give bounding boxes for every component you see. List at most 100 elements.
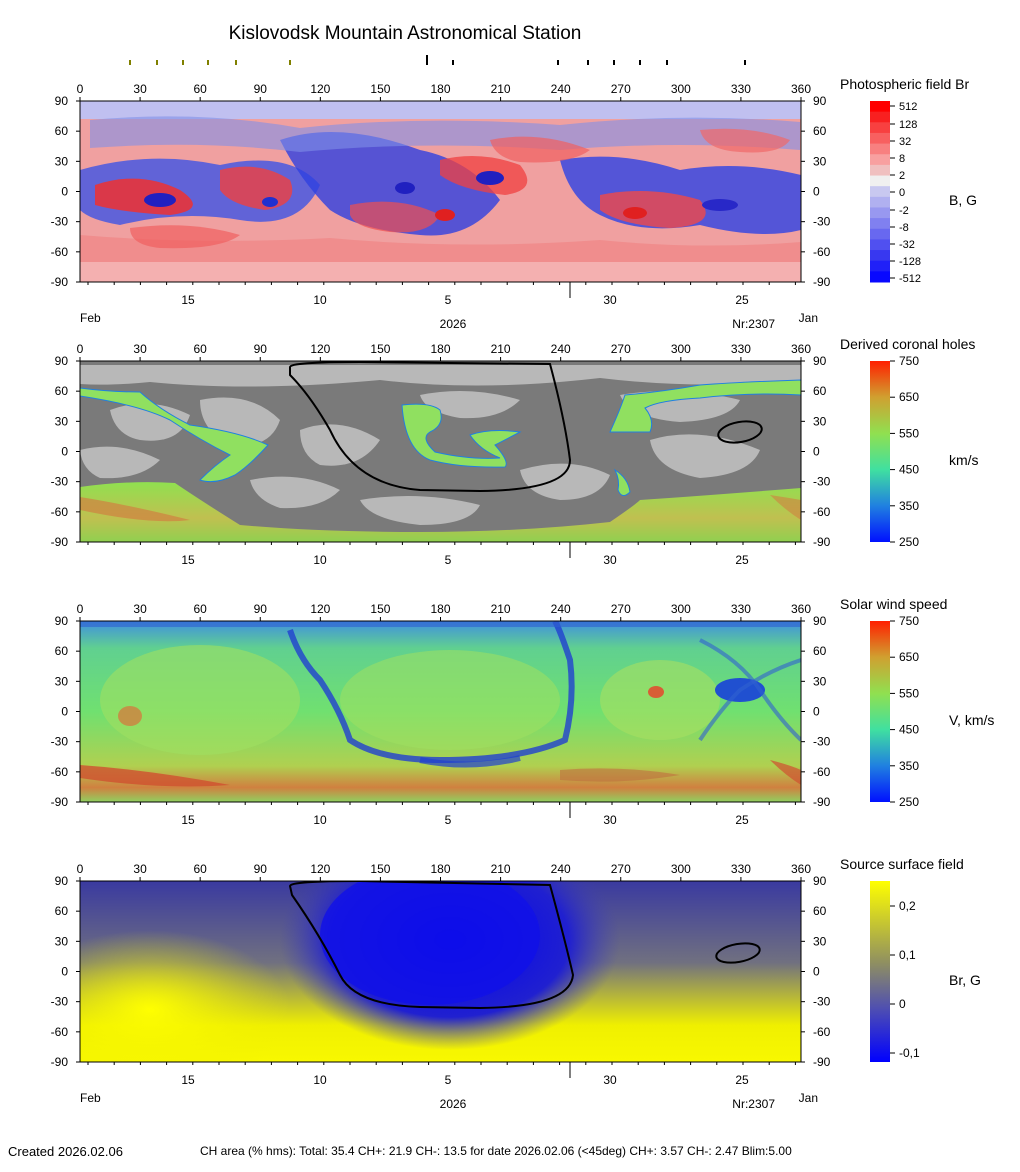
lon-tick-label: 60 bbox=[193, 602, 207, 616]
lon-tick-label: 330 bbox=[731, 342, 751, 356]
colorbar-tick-label: 0,1 bbox=[899, 948, 916, 962]
colorbar-tick-label: 32 bbox=[899, 136, 911, 148]
lon-tick-label: 330 bbox=[731, 862, 751, 876]
lat-tick-label-left: 90 bbox=[55, 354, 69, 368]
lon-tick-label: 150 bbox=[370, 862, 390, 876]
colorbar-unit: V, km/s bbox=[949, 712, 994, 728]
lat-tick-label-left: 90 bbox=[55, 94, 69, 108]
colorbar-tick-label: -128 bbox=[899, 256, 921, 268]
lat-tick-label-left: 0 bbox=[61, 185, 68, 199]
lon-tick-label: 240 bbox=[551, 602, 571, 616]
lon-tick-label: 120 bbox=[310, 602, 330, 616]
colorbar-tick-label: 750 bbox=[899, 354, 919, 368]
lat-tick-label-left: 30 bbox=[55, 414, 69, 428]
lat-tick-label-right: -30 bbox=[813, 995, 831, 1009]
lon-tick-label: 120 bbox=[310, 82, 330, 96]
lat-tick-label-left: 0 bbox=[61, 965, 68, 979]
lon-tick-label: 60 bbox=[193, 342, 207, 356]
lon-tick-label: 360 bbox=[791, 602, 811, 616]
colorbar-tick-label: 512 bbox=[899, 101, 917, 113]
lon-tick-label: 300 bbox=[671, 862, 691, 876]
ch-area-summary: CH area (% hms): Total: 35.4 CH+: 21.9 C… bbox=[200, 1144, 792, 1158]
lon-tick-label: 120 bbox=[310, 342, 330, 356]
lat-tick-label-right: 60 bbox=[813, 384, 827, 398]
date-tick-label: 25 bbox=[735, 293, 749, 307]
date-tick-label: 30 bbox=[603, 553, 617, 567]
colorbar-unit: B, G bbox=[949, 192, 977, 208]
date-tick-label: 25 bbox=[735, 1073, 749, 1087]
lon-tick-label: 30 bbox=[133, 862, 147, 876]
lat-tick-label-right: -90 bbox=[813, 275, 831, 289]
lat-tick-label-right: -60 bbox=[813, 505, 831, 519]
lat-tick-label-right: 60 bbox=[813, 124, 827, 138]
solar-wind-map bbox=[80, 621, 801, 802]
lat-tick-label-left: 30 bbox=[55, 674, 69, 688]
lon-tick-label: 60 bbox=[193, 862, 207, 876]
source-surface-panel bbox=[79, 880, 802, 1063]
lat-tick-label-left: 0 bbox=[61, 705, 68, 719]
lat-tick-label-left: -60 bbox=[51, 505, 69, 519]
colorbar-tick-label: 8 bbox=[899, 153, 905, 165]
colorbar-tick-label: -32 bbox=[899, 239, 915, 251]
lat-tick-label-left: 60 bbox=[55, 904, 69, 918]
lon-tick-label: 300 bbox=[671, 602, 691, 616]
lat-tick-label-left: -90 bbox=[51, 275, 69, 289]
lon-tick-label: 180 bbox=[430, 82, 450, 96]
lat-tick-label-right: 60 bbox=[813, 644, 827, 658]
date-tick-label: 30 bbox=[603, 813, 617, 827]
date-tick-label: 15 bbox=[181, 293, 195, 307]
lat-tick-label-right: 30 bbox=[813, 674, 827, 688]
lon-tick-label: 210 bbox=[491, 82, 511, 96]
lat-tick-label-right: -90 bbox=[813, 535, 831, 549]
lat-tick-label-right: 90 bbox=[813, 874, 827, 888]
lon-tick-label: 150 bbox=[370, 602, 390, 616]
photospheric-panel bbox=[79, 100, 802, 283]
colorbar-tick-label: 0 bbox=[899, 187, 905, 199]
colorbar-tick-label: 550 bbox=[899, 426, 919, 440]
lon-tick-label: 240 bbox=[551, 82, 571, 96]
lat-tick-label-right: 30 bbox=[813, 414, 827, 428]
lon-tick-label: 30 bbox=[133, 82, 147, 96]
lon-tick-label: 210 bbox=[491, 602, 511, 616]
colorbar-tick-label: 250 bbox=[899, 535, 919, 549]
lat-tick-label-left: -30 bbox=[51, 475, 69, 489]
rotation-number: Nr:2307 bbox=[732, 317, 775, 331]
colorbar-tick-label: -512 bbox=[899, 273, 921, 285]
lat-tick-label-right: 30 bbox=[813, 154, 827, 168]
colorbar-tick-label: 750 bbox=[899, 614, 919, 628]
lat-tick-label-left: 30 bbox=[55, 154, 69, 168]
lon-tick-label: 30 bbox=[133, 602, 147, 616]
colorbar-tick-label: 0 bbox=[899, 997, 906, 1011]
lon-tick-label: 90 bbox=[254, 342, 268, 356]
lon-tick-label: 240 bbox=[551, 342, 571, 356]
lat-tick-label-left: 60 bbox=[55, 384, 69, 398]
date-tick-label: 5 bbox=[445, 1073, 452, 1087]
lon-tick-label: 180 bbox=[430, 602, 450, 616]
lat-tick-label-left: 60 bbox=[55, 644, 69, 658]
lat-tick-label-right: 30 bbox=[813, 934, 827, 948]
coronal-holes-panel bbox=[79, 360, 802, 543]
lat-tick-label-right: -60 bbox=[813, 245, 831, 259]
colorbar-tick-label: 128 bbox=[899, 119, 917, 131]
lon-tick-label: 330 bbox=[731, 82, 751, 96]
lat-tick-label-left: 90 bbox=[55, 874, 69, 888]
lat-tick-label-right: 0 bbox=[813, 445, 820, 459]
lon-tick-label: 360 bbox=[791, 342, 811, 356]
date-tick-label: 10 bbox=[313, 553, 327, 567]
coronal-holes-map bbox=[80, 361, 801, 542]
photospheric-map bbox=[80, 101, 801, 282]
panel-title: Source surface field bbox=[840, 856, 964, 872]
lon-tick-label: 360 bbox=[791, 862, 811, 876]
lon-tick-label: 60 bbox=[193, 82, 207, 96]
lon-tick-label: 300 bbox=[671, 82, 691, 96]
lat-tick-label-right: 60 bbox=[813, 904, 827, 918]
source-surface-map bbox=[80, 881, 801, 1062]
colorbar-tick-label: 0,2 bbox=[899, 899, 916, 913]
lat-tick-label-left: 30 bbox=[55, 934, 69, 948]
month-left: Feb bbox=[80, 1091, 101, 1105]
lat-tick-label-left: -60 bbox=[51, 245, 69, 259]
lon-tick-label: 0 bbox=[77, 342, 84, 356]
month-right: Jan bbox=[799, 311, 818, 325]
lat-tick-label-left: -90 bbox=[51, 535, 69, 549]
